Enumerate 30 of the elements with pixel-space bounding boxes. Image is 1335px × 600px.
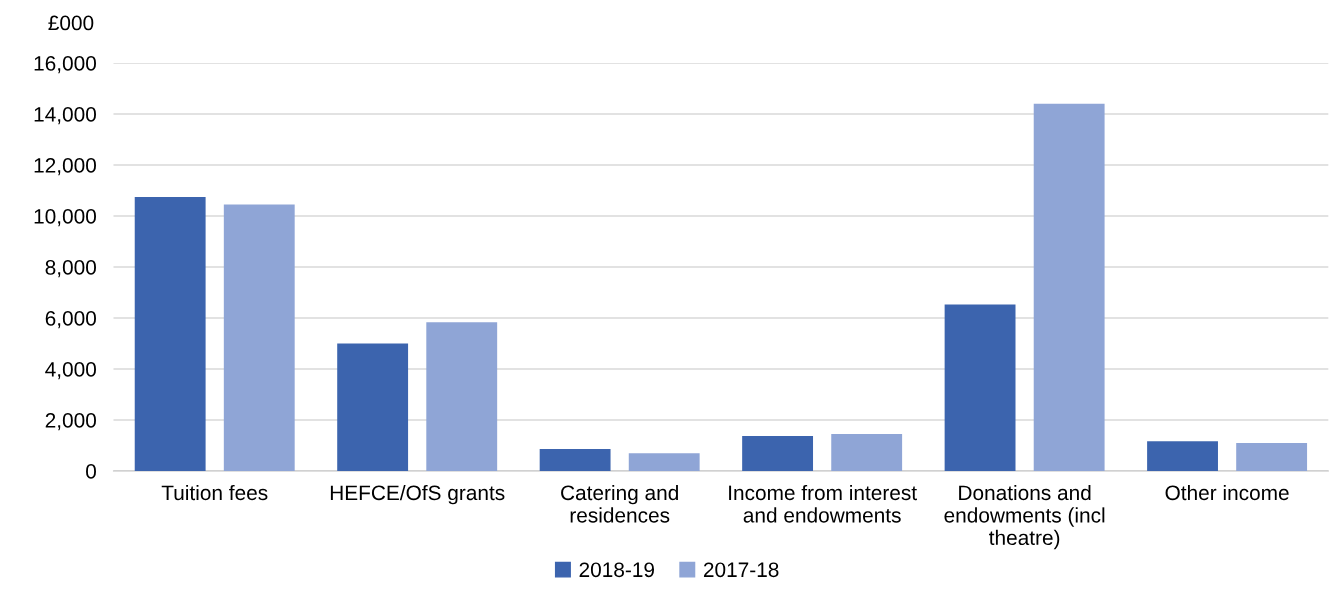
y-tick-label: 14,000 <box>34 107 96 125</box>
bar <box>1147 441 1218 471</box>
y-tick-label: 6,000 <box>45 311 96 329</box>
bar <box>223 204 295 471</box>
bar <box>628 453 700 471</box>
bar <box>426 322 498 471</box>
bar <box>944 304 1016 471</box>
x-tick-label: HEFCE/OfS grants <box>330 484 505 505</box>
y-axis-title: £000 <box>48 15 94 31</box>
bar <box>742 436 814 471</box>
bar <box>134 196 206 471</box>
legend-label: 2018-19 <box>579 562 655 578</box>
bar <box>1033 103 1105 471</box>
x-tick-label: Tuition fees <box>161 484 268 501</box>
x-tick-label: Catering and residences <box>561 484 678 523</box>
y-tick-label: 2,000 <box>45 413 96 431</box>
y-tick-label: 12,000 <box>34 158 96 176</box>
legend-label: 2017-18 <box>703 562 779 578</box>
y-tick-label: 4,000 <box>45 362 96 380</box>
x-tick-label: Income from interest and endowments <box>729 484 917 523</box>
bar <box>539 449 611 471</box>
bar <box>337 343 409 471</box>
y-tick-label: 8,000 <box>45 260 96 278</box>
y-tick-label: 0 <box>86 464 96 479</box>
y-tick-label: 10,000 <box>34 209 96 227</box>
y-tick-label: 16,000 <box>34 56 96 74</box>
bar <box>831 434 903 471</box>
x-tick-label: Other income <box>1165 484 1289 501</box>
bar <box>1236 442 1308 471</box>
x-tick-label: Donations and endowments (incl theatre) <box>944 484 1105 550</box>
